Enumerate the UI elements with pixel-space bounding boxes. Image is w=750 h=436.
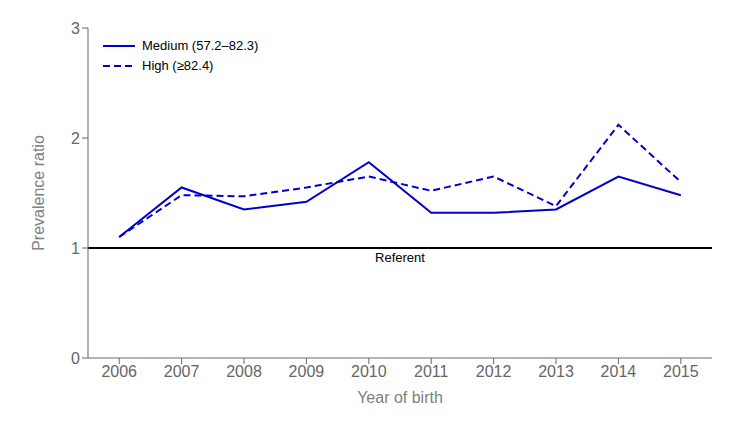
html-text:Medium (57.2–82.3): Medium (57.2–82.3) [142,38,259,53]
svg-text:2: 2 [71,130,80,147]
svg-text:Prevalence ratio: Prevalence ratio [30,135,47,251]
svg-text:2007: 2007 [164,363,200,380]
html-text:High (≥82.4): High (≥82.4) [142,58,214,73]
svg-text:2015: 2015 [663,363,699,380]
svg-text:Year of birth: Year of birth [357,389,443,406]
svg-text:2013: 2013 [538,363,574,380]
svg-text:2010: 2010 [351,363,387,380]
svg-text:2014: 2014 [601,363,637,380]
svg-text:Referent: Referent [375,250,425,265]
svg-text:2012: 2012 [476,363,512,380]
svg-text:0: 0 [71,350,80,367]
svg-text:2008: 2008 [226,363,262,380]
svg-text:3: 3 [71,20,80,37]
svg-text:2011: 2011 [414,363,449,380]
svg-text:2006: 2006 [101,363,137,380]
svg-text:1: 1 [71,240,80,257]
svg-text:2009: 2009 [289,363,325,380]
